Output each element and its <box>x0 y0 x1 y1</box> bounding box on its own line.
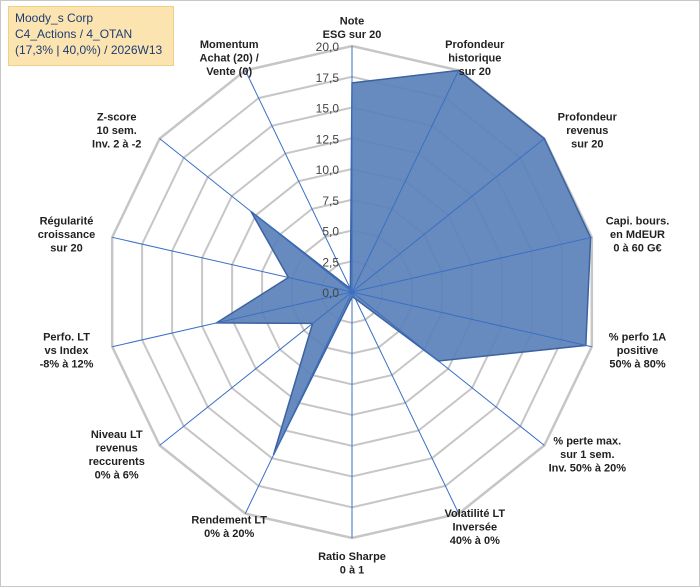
axis-label-line: Inv. 2 à -2 <box>92 138 141 150</box>
stats-label: (17,3% | 40,0%) / 2026W13 <box>15 43 163 57</box>
axis-label-line: 0% à 20% <box>204 528 254 540</box>
axis-label-line: Rendement LT <box>191 515 267 527</box>
axis-label-line: Régularité <box>40 216 94 228</box>
axis-label-line: en MdEUR <box>610 229 665 241</box>
axis-label: Note ESG sur 20 <box>323 16 382 42</box>
axis-spoke <box>159 138 353 293</box>
axis-spoke <box>351 70 460 293</box>
axis-label-line: Niveau LT <box>91 429 143 441</box>
axis-label-line: sur 20 <box>50 243 82 255</box>
axis-spoke <box>351 291 545 446</box>
axis-label: Rendement LT 0% à 20% <box>191 515 267 541</box>
axis-label-line: Z-score <box>97 111 137 123</box>
axis-label-line: reccurents <box>89 456 145 468</box>
axis-label-line: Profondeur <box>445 39 505 51</box>
axis-label-line: sur 1 sem. <box>560 449 614 461</box>
axis-spoke <box>112 291 353 348</box>
category-label: C4_Actions / 4_OTAN <box>15 27 133 41</box>
axis-label: % perte max. sur 1 sem. Inv. 50% à 20% <box>549 436 627 475</box>
axis-label: Perfo. LT vs Index -8% à 12% <box>40 331 94 370</box>
tick-label: 15,0 <box>316 102 340 116</box>
tick-label: 7,5 <box>322 194 339 208</box>
axis-label-line: Volatilité LT <box>444 508 505 520</box>
axis-label: Volatilité LT Inversée 40% à 0% <box>444 508 505 547</box>
tick-label: 12,5 <box>316 132 340 146</box>
axis-spoke <box>244 70 353 293</box>
axis-label: Ratio Sharpe 0 à 1 <box>318 551 386 577</box>
axis-label-line: 50% à 80% <box>609 358 665 370</box>
company-name: Moody_s Corp <box>15 11 94 25</box>
axis-label: Profondeur revenus sur 20 <box>558 111 618 150</box>
tick-label: 2,5 <box>322 255 339 269</box>
axis-spoke <box>351 138 545 293</box>
axis-label: Capi. bours. en MdEUR 0 à 60 G€ <box>606 216 670 255</box>
tick-label: 20,0 <box>316 40 340 54</box>
axis-label: Profondeur historique sur 20 <box>445 39 505 78</box>
axis-label-line: vs Index <box>44 345 89 357</box>
axis-label-line: Perfo. LT <box>43 331 90 343</box>
axis-label-line: Achat (20) / <box>200 53 259 65</box>
axis-spoke <box>351 236 592 293</box>
axis-label-line: positive <box>617 345 659 357</box>
axis-label-line: sur 20 <box>571 138 603 150</box>
axis-label-line: Note <box>340 16 364 28</box>
axis-label-line: 0 à 60 G€ <box>613 243 661 255</box>
tick-label: 17,5 <box>316 71 340 85</box>
axis-label-line: Ratio Sharpe <box>318 551 386 563</box>
axis-label-line: Inv. 50% à 20% <box>549 463 627 475</box>
axis-label: Z-score 10 sem. Inv. 2 à -2 <box>92 111 141 150</box>
axis-spoke <box>351 291 460 514</box>
axis-label: Niveau LT revenus reccurents 0% à 6% <box>89 429 145 482</box>
axis-label-line: 0 à 1 <box>340 565 364 577</box>
axis-label-line: revenus <box>566 125 608 137</box>
axis-label-line: croissance <box>38 229 95 241</box>
axis-label: Régularité croissance sur 20 <box>38 216 95 255</box>
axis-label-line: Inversée <box>452 521 497 533</box>
axis-label-line: % perfo 1A <box>609 331 667 343</box>
axis-label-line: Capi. bours. <box>606 216 670 228</box>
axis-label-line: % perte max. <box>553 436 621 448</box>
tick-label: 10,0 <box>316 163 340 177</box>
axis-label-line: historique <box>448 53 501 65</box>
chart-header-box: Moody_s Corp C4_Actions / 4_OTAN (17,3% … <box>8 6 174 66</box>
axis-label-line: Profondeur <box>558 111 618 123</box>
tick-label: 0,0 <box>322 286 339 300</box>
axis-label-line: 0% à 6% <box>95 469 139 481</box>
axis-label-line: sur 20 <box>459 66 491 78</box>
axis-label-line: 40% à 0% <box>450 535 500 547</box>
axis-spoke <box>351 291 592 348</box>
axis-label: Momentum Achat (20) / Vente (0) <box>200 39 259 78</box>
axis-label-line: 10 sem. <box>97 125 137 137</box>
axis-spoke <box>112 236 353 293</box>
axis-label-line: ESG sur 20 <box>323 29 382 41</box>
axis-label-line: revenus <box>96 442 138 454</box>
axis-spoke <box>244 291 353 514</box>
axis-label-line: Momentum <box>200 39 259 51</box>
axis-label: % perfo 1A positive 50% à 80% <box>609 331 667 370</box>
axis-label-line: Vente (0) <box>206 66 252 78</box>
tick-label: 5,0 <box>322 225 339 239</box>
axis-spoke <box>159 291 353 446</box>
axis-label-line: -8% à 12% <box>40 358 94 370</box>
